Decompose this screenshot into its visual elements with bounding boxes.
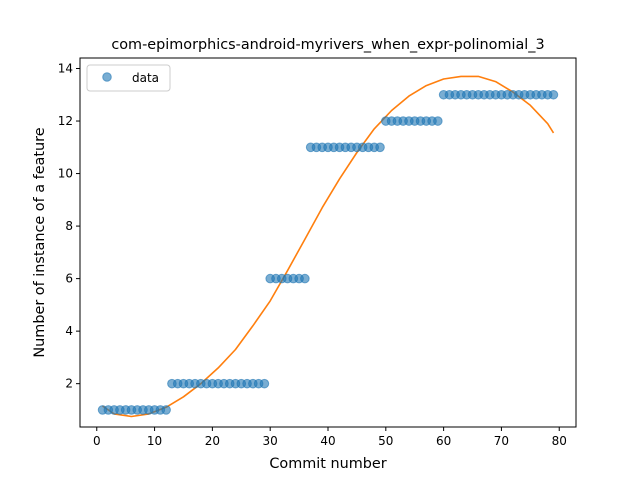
data-point xyxy=(259,378,270,389)
y-tick-label: 2 xyxy=(65,377,73,391)
legend-box xyxy=(86,64,171,92)
tick-layer: 0 10 20 30 40 50 60 70 80 2 4 6 8 10 12 14 xyxy=(58,62,567,448)
legend-marker xyxy=(102,72,112,82)
y-tick-label: 12 xyxy=(58,114,73,128)
data-point xyxy=(375,142,385,153)
x-tick-label: 40 xyxy=(320,434,335,448)
x-tick-label: 50 xyxy=(378,434,393,448)
legend: data xyxy=(86,64,171,92)
x-tick-label: 10 xyxy=(147,434,162,448)
x-tick-label: 20 xyxy=(205,434,220,448)
x-tick-label: 0 xyxy=(93,434,101,448)
x-tick-label: 80 xyxy=(552,434,567,448)
x-tick-label: 30 xyxy=(263,434,278,448)
y-axis-label: Number of instance of a feature xyxy=(32,127,48,357)
y-tick-label: 6 xyxy=(65,272,73,286)
plot-frame xyxy=(79,57,577,428)
data-point xyxy=(300,273,310,284)
data-point xyxy=(433,116,443,126)
y-tick-label: 14 xyxy=(58,62,73,76)
chart-title: com-epimorphics-android-myrivers_when_ex… xyxy=(111,37,544,53)
data-point xyxy=(548,89,559,100)
x-axis-label: Commit number xyxy=(269,456,386,472)
y-tick-label: 10 xyxy=(58,167,73,181)
x-tick-label: 70 xyxy=(494,434,509,448)
legend-label-data: data xyxy=(132,71,159,85)
y-tick-label: 8 xyxy=(65,219,73,233)
fit-line xyxy=(102,75,555,418)
data-point xyxy=(161,405,171,415)
y-tick-label: 4 xyxy=(65,324,73,338)
fit-line-layer xyxy=(102,75,555,418)
data-points-layer xyxy=(97,89,559,415)
x-tick-label: 60 xyxy=(436,434,451,448)
